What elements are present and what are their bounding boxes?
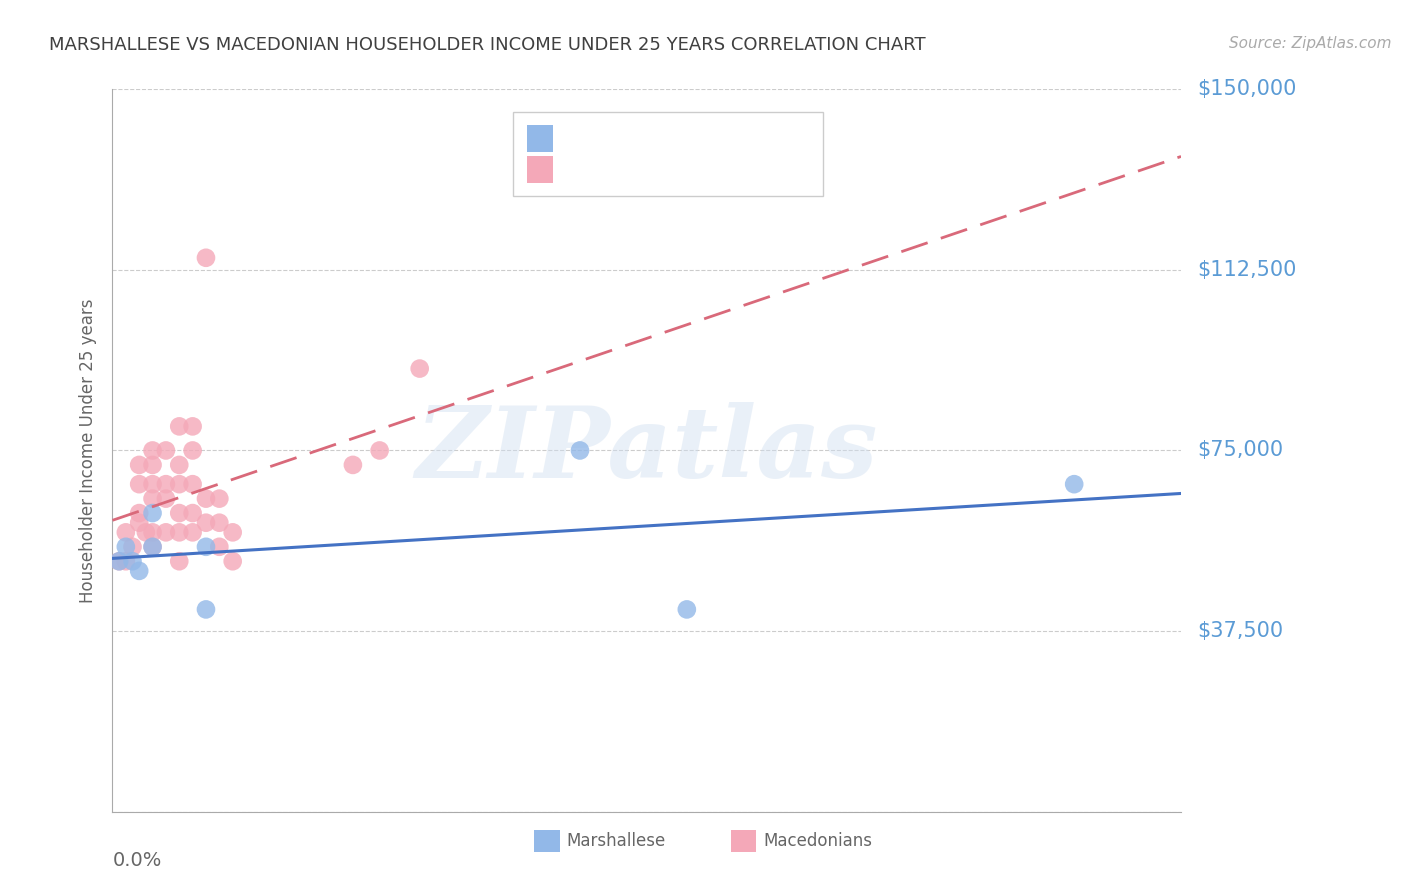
Point	[155, 477, 177, 491]
Point	[155, 491, 177, 506]
Text: MARSHALLESE VS MACEDONIAN HOUSEHOLDER INCOME UNDER 25 YEARS CORRELATION CHART: MARSHALLESE VS MACEDONIAN HOUSEHOLDER IN…	[49, 36, 925, 54]
Point	[222, 554, 245, 568]
Text: $112,500: $112,500	[1198, 260, 1298, 280]
Text: Marshallese: Marshallese	[567, 831, 666, 850]
Point	[115, 554, 138, 568]
Point	[194, 251, 217, 265]
Text: R =: R =	[564, 129, 603, 147]
Point	[1063, 477, 1085, 491]
Point	[169, 506, 191, 520]
Point	[128, 477, 150, 491]
Y-axis label: Householder Income Under 25 years: Householder Income Under 25 years	[79, 298, 97, 603]
Point	[128, 516, 150, 530]
Point	[194, 540, 217, 554]
Point	[181, 477, 204, 491]
Point	[181, 525, 204, 540]
Point	[222, 525, 245, 540]
Point	[141, 506, 163, 520]
Point	[115, 525, 138, 540]
Point	[368, 443, 391, 458]
Text: $37,500: $37,500	[1198, 621, 1284, 641]
Point	[169, 419, 191, 434]
Point	[128, 564, 150, 578]
Point	[135, 525, 157, 540]
Point	[169, 525, 191, 540]
Text: $150,000: $150,000	[1198, 79, 1298, 99]
Point	[169, 554, 191, 568]
Point	[108, 554, 131, 568]
Point	[155, 443, 177, 458]
Text: 0.184: 0.184	[606, 161, 664, 178]
Point	[409, 361, 432, 376]
Point	[141, 540, 163, 554]
Text: 0.457: 0.457	[606, 129, 662, 147]
Point	[208, 540, 231, 554]
Point	[181, 443, 204, 458]
Point	[141, 540, 163, 554]
Point	[141, 491, 163, 506]
Point	[676, 602, 699, 616]
Point	[121, 554, 143, 568]
Point	[181, 419, 204, 434]
Point	[128, 458, 150, 472]
Text: N =: N =	[659, 129, 699, 147]
Point	[141, 525, 163, 540]
Point	[194, 602, 217, 616]
Point	[108, 554, 131, 568]
Point	[155, 525, 177, 540]
Point	[194, 516, 217, 530]
Point	[141, 477, 163, 491]
Text: Macedonians: Macedonians	[763, 831, 873, 850]
Text: 9: 9	[702, 129, 714, 147]
Text: Source: ZipAtlas.com: Source: ZipAtlas.com	[1229, 36, 1392, 51]
Point	[141, 458, 163, 472]
Point	[568, 443, 592, 458]
Text: ZIPatlas: ZIPatlas	[416, 402, 877, 499]
Point	[208, 491, 231, 506]
Point	[181, 506, 204, 520]
Text: 41: 41	[702, 161, 727, 178]
Point	[342, 458, 364, 472]
Point	[169, 458, 191, 472]
Point	[194, 491, 217, 506]
Point	[141, 443, 163, 458]
Point	[121, 540, 143, 554]
Text: N =: N =	[659, 161, 699, 178]
Text: $75,000: $75,000	[1198, 441, 1284, 460]
Point	[169, 477, 191, 491]
Text: R =: R =	[564, 161, 603, 178]
Point	[128, 506, 150, 520]
Text: 0.0%: 0.0%	[112, 852, 162, 871]
Point	[115, 540, 138, 554]
Point	[208, 516, 231, 530]
